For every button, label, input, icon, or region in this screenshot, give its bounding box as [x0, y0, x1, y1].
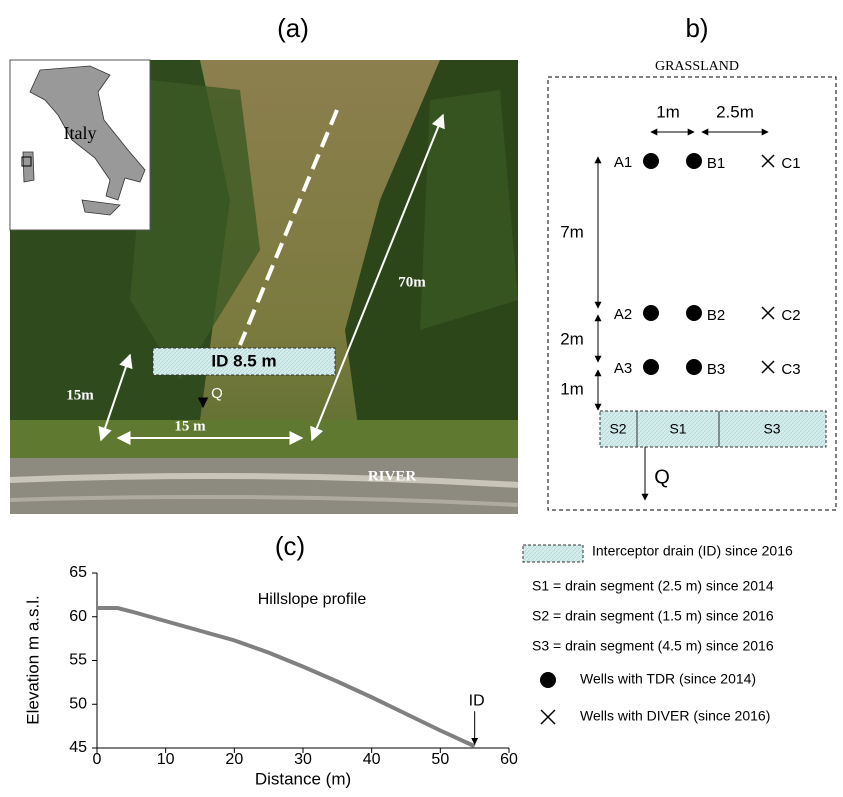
dimension-label: 15m: [66, 387, 94, 403]
legend-label: Wells with TDR (since 2014): [580, 671, 756, 687]
page: {"panel_a": {"label": "(a)", "country": …: [0, 0, 843, 792]
well-diver: [762, 155, 774, 167]
dimension-label: 70m: [398, 274, 426, 290]
y-tick-label: 60: [69, 608, 87, 625]
outlet-label: Q: [654, 466, 670, 488]
legend-swatch: [541, 710, 555, 724]
x-tick-label: 40: [363, 751, 381, 768]
well-diver: [762, 361, 774, 373]
panel-label: (c): [275, 531, 305, 561]
well-label: A1: [614, 154, 632, 171]
y-tick-label: 55: [69, 652, 87, 669]
figure: (a) Italy 70m ID 8.5 m Q 15m 15 m RIVER …: [0, 0, 843, 792]
well-tdr: [686, 153, 702, 169]
inset-map: Italy: [10, 60, 150, 230]
y-tick-label: 45: [69, 739, 87, 756]
dimension-label: 1m: [656, 102, 680, 121]
well-label: A3: [614, 360, 632, 377]
well-tdr: [643, 153, 659, 169]
map-label: Italy: [64, 123, 97, 143]
x-tick-label: 10: [157, 751, 175, 768]
x-tick-label: 50: [431, 751, 449, 768]
dimension-label: 7m: [560, 222, 584, 241]
well-label: A2: [614, 306, 632, 323]
annotation: Hillslope profile: [258, 591, 367, 608]
legend-label: S2 = drain segment (1.5 m) since 2016: [532, 608, 774, 624]
dimension-label: 2.5m: [716, 102, 754, 121]
legend-swatch: [540, 672, 556, 688]
segment-label: S2: [609, 421, 626, 437]
x-tick-label: 30: [294, 751, 312, 768]
outlet-label: Q: [211, 385, 223, 402]
x-tick-label: 0: [93, 751, 102, 768]
dimension-label: 1m: [560, 379, 584, 398]
dimension-label: 15 m: [174, 418, 206, 434]
legend-swatch: [523, 545, 583, 562]
dimension-label: 2m: [560, 329, 584, 348]
well-label: C3: [781, 361, 800, 378]
well-tdr: [643, 305, 659, 321]
x-axis-label: Distance (m): [255, 769, 351, 788]
y-tick-label: 50: [69, 695, 87, 712]
surround-label: GRASSLAND: [655, 59, 739, 74]
marker-label: ID: [469, 692, 485, 709]
profile-line: [97, 608, 475, 746]
well-tdr: [686, 359, 702, 375]
y-tick-label: 65: [69, 564, 87, 581]
river-label: RIVER: [368, 468, 417, 484]
segment-label: S3: [763, 421, 780, 437]
drain-label: ID 8.5 m: [211, 351, 276, 370]
panel-label: (a): [277, 13, 309, 43]
legend-label: Wells with DIVER (since 2016): [580, 708, 770, 724]
x-tick-label: 60: [500, 751, 518, 768]
well-label: C1: [781, 155, 800, 172]
x-tick-label: 20: [225, 751, 243, 768]
legend-label: S1 = drain segment (2.5 m) since 2014: [532, 578, 774, 594]
well-tdr: [686, 305, 702, 321]
legend-label: Interceptor drain (ID) since 2016: [592, 543, 793, 559]
panel-label: b): [685, 13, 708, 43]
well-label: C2: [781, 307, 800, 324]
segment-label: S1: [669, 421, 686, 437]
wells: A1 B1 C1 A2 B2 C2 A3 B3 C3: [614, 153, 801, 378]
well-label: B3: [707, 361, 725, 378]
y-axis-label: Elevation m a.s.l.: [23, 595, 42, 724]
well-tdr: [643, 359, 659, 375]
drain: [600, 411, 826, 447]
well-diver: [762, 307, 774, 319]
legend-label: S3 = drain segment (4.5 m) since 2016: [532, 638, 774, 654]
well-label: B2: [707, 307, 725, 324]
well-label: B1: [707, 155, 725, 172]
